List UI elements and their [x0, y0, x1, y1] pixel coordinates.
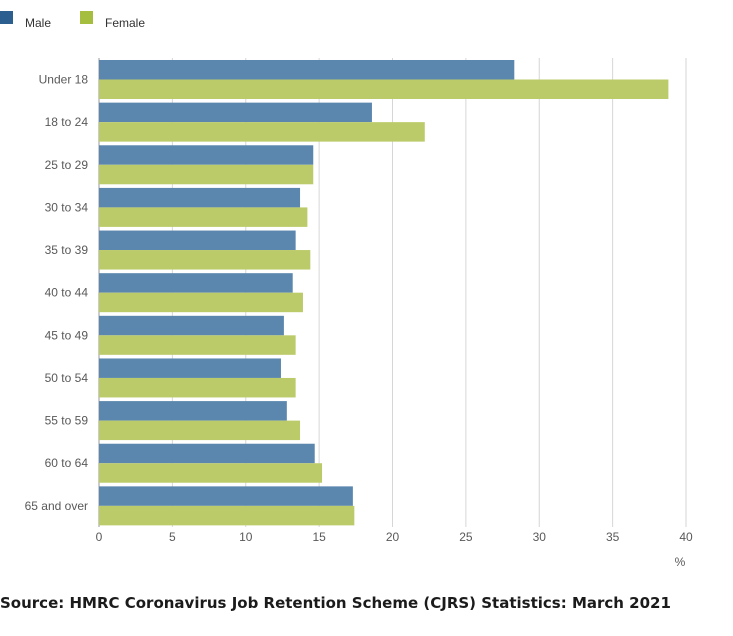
bar-female — [99, 122, 425, 142]
category-label: 35 to 39 — [45, 243, 89, 257]
bar-male — [99, 102, 372, 123]
y-axis-labels: Under 18 18 to 24 25 to 29 30 to 34 35 to 39… — [25, 73, 89, 513]
bar-female — [99, 164, 314, 185]
bar-male — [99, 401, 287, 421]
bar-chart: Male Female Under 18 18 to 24 25 to 29 30 to… — [0, 11, 693, 569]
bar-female — [99, 207, 308, 227]
bars — [99, 60, 669, 526]
bar-male — [99, 145, 314, 165]
legend: Male Female — [0, 11, 145, 30]
bar-male — [99, 230, 296, 251]
bar-male — [99, 60, 515, 80]
x-tick-label: 5 — [169, 530, 176, 544]
x-tick-label: 30 — [533, 530, 547, 544]
bar-female — [99, 463, 323, 483]
x-tick-label: 40 — [679, 530, 693, 544]
x-axis-unit-label: % — [675, 555, 686, 569]
legend-swatch-male — [0, 11, 13, 24]
category-label: 40 to 44 — [45, 286, 89, 300]
legend-label-female: Female — [105, 16, 145, 30]
bar-female — [99, 292, 303, 313]
category-label: 55 to 59 — [45, 414, 89, 428]
bar-male — [99, 187, 301, 208]
category-label: 25 to 29 — [45, 158, 89, 172]
bar-female — [99, 420, 301, 441]
bar-male — [99, 358, 281, 378]
bar-male — [99, 443, 315, 464]
category-label: 30 to 34 — [45, 200, 89, 214]
category-label: 45 to 49 — [45, 328, 89, 342]
category-label: Under 18 — [39, 73, 89, 87]
bar-female — [99, 79, 669, 99]
x-tick-label: 15 — [312, 530, 326, 544]
x-axis-labels: 0 5 10 15 20 25 30 35 40 — [96, 530, 693, 544]
x-tick-label: 0 — [96, 530, 103, 544]
category-label: 60 to 64 — [45, 456, 89, 470]
bar-female — [99, 250, 311, 270]
bar-male — [99, 315, 284, 336]
x-tick-label: 20 — [386, 530, 400, 544]
x-tick-label: 35 — [606, 530, 620, 544]
legend-swatch-female — [80, 11, 93, 24]
category-label: 50 to 54 — [45, 371, 89, 385]
category-label: 65 and over — [25, 499, 88, 513]
bar-male — [99, 273, 293, 293]
x-tick-label: 10 — [239, 530, 253, 544]
legend-label-male: Male — [25, 16, 51, 30]
bar-female — [99, 335, 296, 355]
bar-female — [99, 377, 296, 398]
x-tick-label: 25 — [459, 530, 473, 544]
source-note: Source: HMRC Coronavirus Job Retention S… — [0, 594, 671, 612]
bar-male — [99, 486, 353, 506]
category-label: 18 to 24 — [45, 115, 89, 129]
bar-female — [99, 505, 355, 526]
